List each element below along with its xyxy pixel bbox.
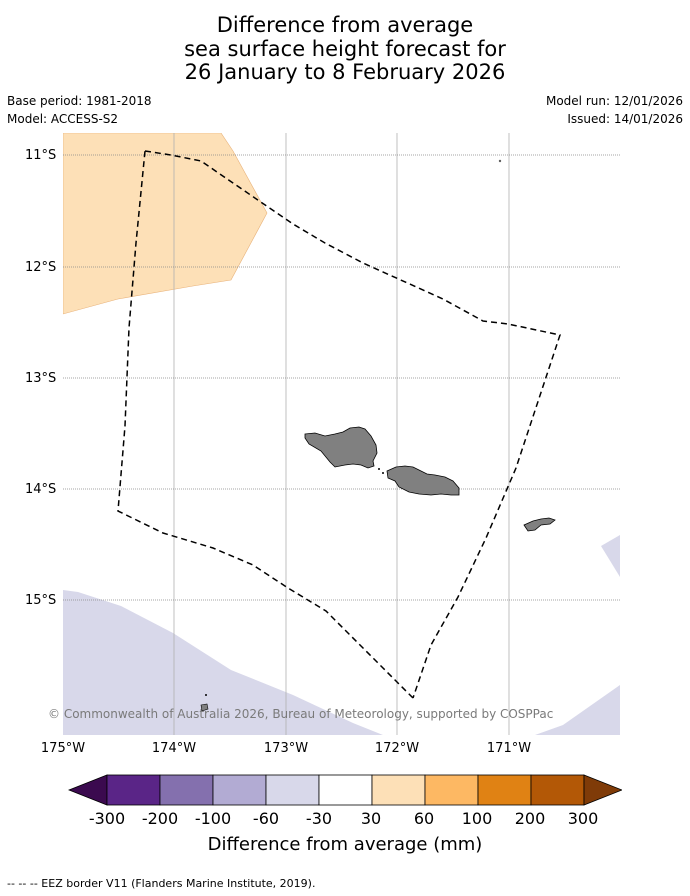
colorbar-bin [477, 774, 532, 806]
title-line-2: sea surface height forecast for [184, 36, 506, 61]
colorbar-tick-minus-100: -100 [194, 809, 232, 828]
lat-label-15s: 15°S [25, 593, 57, 608]
lat-label-13s: 13°S [25, 371, 57, 386]
apolima-island [382, 472, 384, 474]
colorbar-tick-minus-60: -60 [252, 809, 280, 828]
colorbar-tick-30: 30 [360, 809, 382, 828]
anomaly-region-negative-southeast [535, 685, 620, 735]
anomaly-region-positive [63, 133, 268, 315]
lon-label-174w: 174°W [151, 741, 197, 756]
colorbar-extension-low [68, 774, 108, 806]
colorbar-bin [424, 774, 479, 806]
colorbar-bin [106, 774, 161, 806]
islet-southwest [205, 694, 207, 696]
colorbar-tick-300: 300 [567, 809, 599, 828]
anomaly-region-negative-southwest [63, 590, 383, 735]
issued-date: Issued: 14/01/2026 [567, 112, 683, 126]
eez-legend-note: -- -- -- EEZ border V11 (Flanders Marine… [7, 877, 316, 890]
latitude-grid [63, 154, 620, 601]
model-name: Model: ACCESS-S2 [7, 112, 119, 126]
colorbar-tick-minus-30: -30 [305, 809, 333, 828]
model-run: Model run: 12/01/2026 [545, 94, 683, 108]
eez-border-west [117, 150, 414, 699]
lon-label-171w: 171°W [486, 741, 532, 756]
title-line-3: 26 January to 8 February 2026 [184, 60, 506, 84]
lon-label-173w: 173°W [263, 741, 309, 756]
upolu-island [386, 465, 460, 496]
lon-label-172w: 172°W [374, 741, 420, 756]
swains-island [498, 159, 502, 163]
lat-label-11s: 11°S [25, 148, 57, 163]
colorbar-bin [212, 774, 267, 806]
colorbar-bin [265, 774, 320, 806]
longitude-grid [173, 133, 510, 735]
colorbar-tick-60: 60 [413, 809, 435, 828]
colorbar-tick-minus-300: -300 [88, 809, 126, 828]
chart-title: Difference from average sea surface heig… [0, 13, 690, 85]
colorbar-bin [371, 774, 426, 806]
lat-label-14s: 14°S [25, 482, 57, 497]
base-period: Base period: 1981-2018 [7, 94, 152, 108]
lat-label-12s: 12°S [25, 260, 57, 275]
colorbar-tick-200: 200 [514, 809, 546, 828]
savaii-island [304, 426, 378, 469]
colorbar-label: Difference from average (mm) [207, 834, 483, 855]
colorbar-extension-high [583, 774, 622, 806]
colorbar-bin [159, 774, 214, 806]
manono-island [378, 468, 380, 470]
colorbar-bin [530, 774, 585, 806]
tutuila-island [523, 517, 556, 532]
colorbar-bin [318, 774, 373, 806]
sea-height-map [63, 133, 620, 735]
copyright-credit: © Commonwealth of Australia 2026, Bureau… [48, 707, 554, 721]
small-island-southwest [200, 703, 209, 712]
title-line-1: Difference from average [216, 13, 474, 37]
colorbar-tick-minus-200: -200 [141, 809, 179, 828]
colorbar-tick-100: 100 [461, 809, 493, 828]
lon-label-175w: 175°W [40, 741, 86, 756]
colorbar [68, 774, 622, 806]
anomaly-region-negative-east [601, 535, 620, 577]
